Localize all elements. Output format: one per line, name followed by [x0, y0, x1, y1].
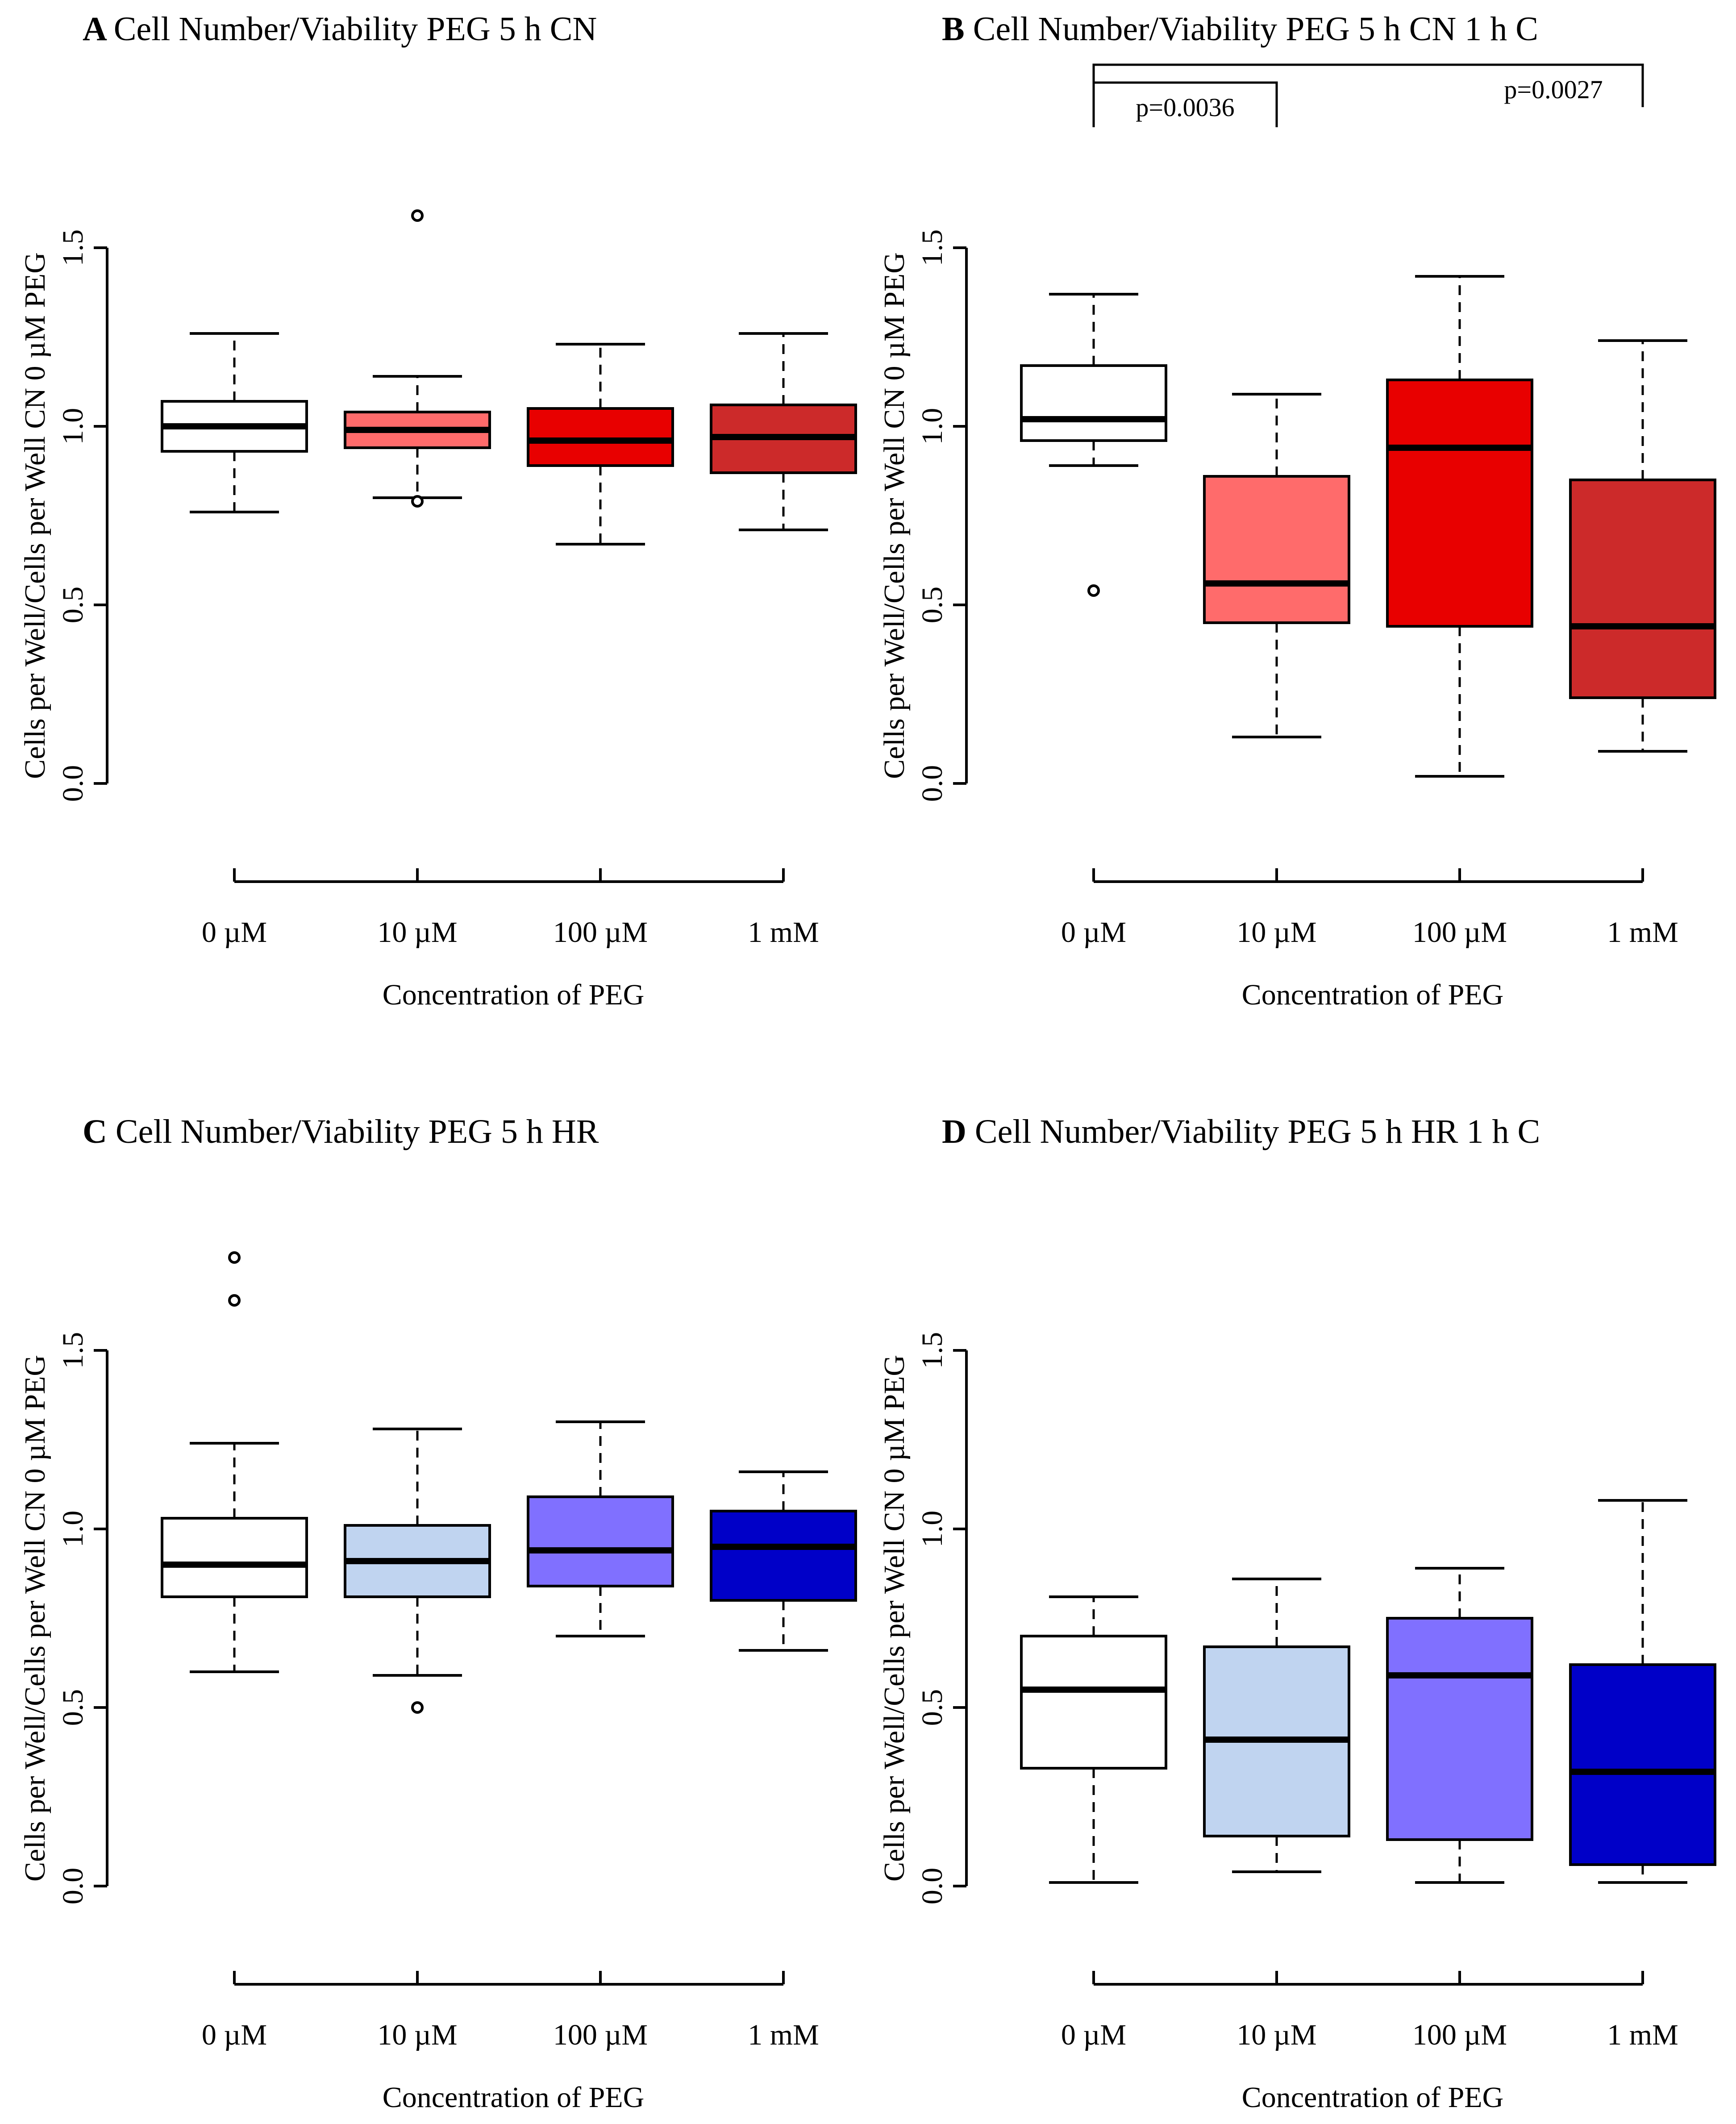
- outlier-point: [228, 1251, 241, 1264]
- outlier-point: [411, 209, 424, 222]
- y-tick-label: 1.5: [57, 229, 89, 267]
- box-iqr: [1020, 1635, 1167, 1770]
- box-iqr: [1569, 1663, 1716, 1866]
- x-tick-label: 0 µM: [202, 916, 267, 949]
- y-tick-label: 0.0: [916, 765, 949, 802]
- x-tick-label: 100 µM: [553, 2019, 648, 2051]
- box-0: [161, 332, 308, 513]
- y-axis-label: Cells per Well/Cells per Well CN 0 µM PE…: [19, 252, 51, 779]
- panel-letter: A: [83, 10, 114, 48]
- y-tick-label: 1.5: [916, 1332, 949, 1369]
- p-value-label: p=0.0027: [1504, 75, 1603, 104]
- y-tick-label: 1.0: [57, 408, 89, 445]
- panel-letter: B: [942, 10, 973, 48]
- panel-title-text: Cell Number/Viability PEG 5 h CN: [114, 10, 597, 48]
- y-tick-label: 1.5: [57, 1332, 89, 1369]
- y-axis-label: Cells per Well/Cells per Well CN 0 µM PE…: [878, 1355, 911, 1882]
- bracket-line: [1092, 63, 1644, 107]
- box-3: [710, 332, 857, 531]
- x-tick-label: 0 µM: [202, 2019, 267, 2051]
- x-tick-label: 1 mM: [748, 916, 819, 949]
- outlier-point: [411, 495, 424, 508]
- outlier-point: [411, 1701, 424, 1714]
- y-axis-label: Cells per Well/Cells per Well CN 0 µM PE…: [878, 252, 911, 779]
- x-tick-label: 1 mM: [748, 2019, 819, 2051]
- x-axis-label: Concentration of PEG: [1242, 2081, 1504, 2114]
- y-tick-label: 0.0: [57, 765, 89, 802]
- y-tick-label: 0.5: [57, 1689, 89, 1726]
- box-2: [527, 343, 674, 546]
- box-0: [1020, 1595, 1167, 1884]
- x-tick-label: 100 µM: [1412, 2019, 1507, 2051]
- box-1: [344, 1428, 491, 1714]
- y-axis-label: Cells per Well/Cells per Well CN 0 µM PE…: [19, 1355, 51, 1882]
- y-tick-label: 0.0: [57, 1868, 89, 1905]
- x-tick-label: 100 µM: [1412, 916, 1507, 949]
- box-iqr: [1020, 364, 1167, 442]
- x-axis-label: Concentration of PEG: [383, 2081, 645, 2114]
- panel-title: A Cell Number/Viability PEG 5 h CN: [83, 10, 597, 48]
- panel-title-text: Cell Number/Viability PEG 5 h HR 1 h C: [975, 1113, 1540, 1150]
- box-2: [527, 1420, 674, 1637]
- y-tick-label: 1.0: [916, 408, 949, 445]
- panel-b: B Cell Number/Viability PEG 5 h CN 1 h C…: [878, 10, 1716, 1011]
- p-value-label: p=0.0036: [1136, 93, 1234, 122]
- box-2: [1386, 275, 1533, 778]
- y-tick-label: 0.5: [916, 587, 949, 624]
- x-axis-label: Concentration of PEG: [1242, 979, 1504, 1011]
- panel-title: D Cell Number/Viability PEG 5 h HR 1 h C: [942, 1113, 1540, 1150]
- significance-bracket: p=0.0027: [1092, 63, 1644, 107]
- box-iqr: [1203, 475, 1350, 624]
- x-tick-label: 10 µM: [377, 916, 457, 949]
- box-iqr: [161, 1517, 308, 1598]
- y-tick-label: 1.0: [916, 1511, 949, 1548]
- x-tick-label: 10 µM: [1236, 2019, 1316, 2051]
- box-iqr: [710, 1510, 857, 1602]
- x-tick-label: 1 mM: [1607, 916, 1678, 949]
- y-tick-label: 1.0: [57, 1511, 89, 1548]
- box-3: [710, 1470, 857, 1652]
- x-tick-label: 0 µM: [1061, 916, 1126, 949]
- x-tick-label: 10 µM: [377, 2019, 457, 2051]
- box-0: [161, 1251, 308, 1673]
- panel-letter: C: [83, 1113, 116, 1150]
- box-iqr: [527, 407, 674, 467]
- panel-title: B Cell Number/Viability PEG 5 h CN 1 h C: [942, 10, 1538, 48]
- panel-title-text: Cell Number/Viability PEG 5 h HR: [116, 1113, 599, 1150]
- panel-title: C Cell Number/Viability PEG 5 h HR: [83, 1113, 599, 1150]
- x-tick-label: 100 µM: [553, 916, 648, 949]
- x-tick-label: 0 µM: [1061, 2019, 1126, 2051]
- box-iqr: [1386, 379, 1533, 628]
- x-tick-label: 1 mM: [1607, 2019, 1678, 2051]
- box-3: [1569, 339, 1716, 753]
- box-0: [1020, 293, 1167, 597]
- panel-c: C Cell Number/Viability PEG 5 h HR 0.0 0.5…: [19, 1113, 857, 2114]
- box-iqr: [527, 1495, 674, 1587]
- y-tick-label: 0.5: [916, 1689, 949, 1726]
- box-1: [1203, 1578, 1350, 1873]
- box-iqr: [1569, 479, 1716, 699]
- panel-d: D Cell Number/Viability PEG 5 h HR 1 h C…: [878, 1113, 1716, 2114]
- box-1: [1203, 393, 1350, 738]
- box-2: [1386, 1567, 1533, 1884]
- y-tick-label: 0.5: [57, 587, 89, 624]
- panel-a: A Cell Number/Viability PEG 5 h CN 0.0 0.5…: [19, 10, 857, 1011]
- panel-letter: D: [942, 1113, 975, 1150]
- outlier-point: [1087, 584, 1100, 597]
- box-3: [1569, 1499, 1716, 1884]
- box-iqr: [1386, 1617, 1533, 1841]
- x-tick-label: 10 µM: [1236, 916, 1316, 949]
- x-axis-label: Concentration of PEG: [383, 979, 645, 1011]
- y-tick-label: 1.5: [916, 229, 949, 267]
- outlier-point: [228, 1294, 241, 1307]
- y-tick-label: 0.0: [916, 1868, 949, 1905]
- box-1: [344, 209, 491, 508]
- significance-bracket: p=0.0036: [1092, 81, 1278, 127]
- panel-title-text: Cell Number/Viability PEG 5 h CN 1 h C: [973, 10, 1538, 48]
